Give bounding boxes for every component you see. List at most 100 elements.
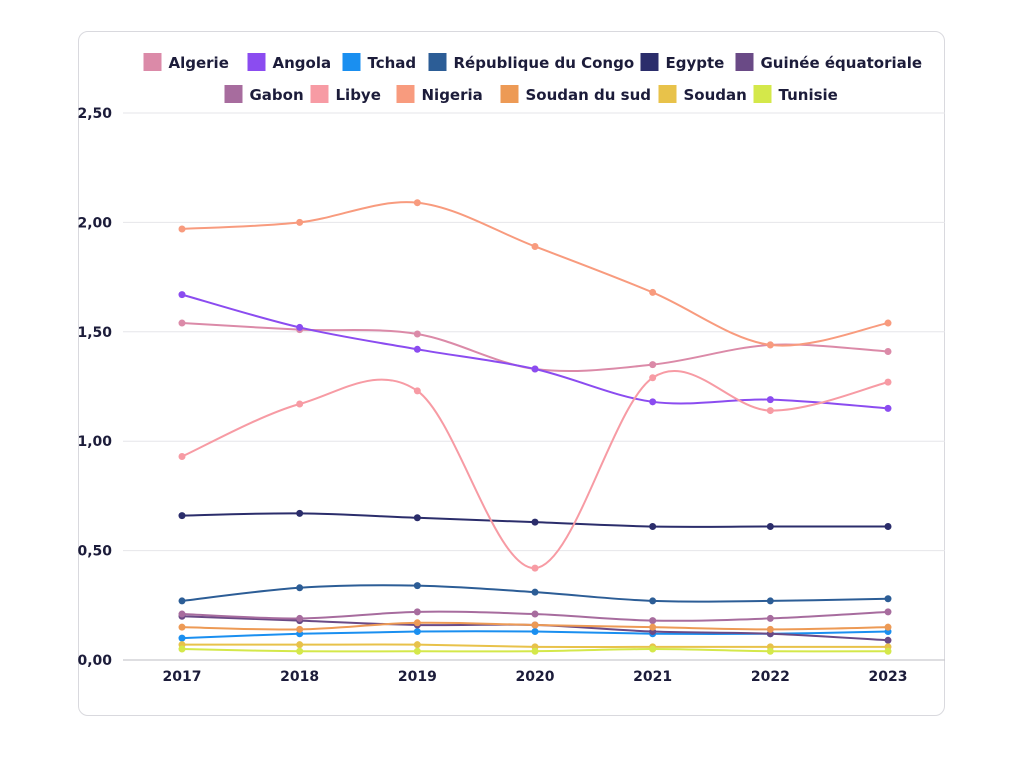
data-point-angola-2018[interactable] [296,323,304,331]
data-point-gabon-2018[interactable] [296,614,304,622]
legend-item-algerie[interactable]: Algerie [143,53,229,72]
series-republique-du-congo [178,582,892,605]
data-point-nigeria-2022[interactable] [766,341,774,349]
legend-label: Tchad [368,54,417,72]
series-nigeria [178,199,892,349]
y-tick-label: 1,00 [77,434,112,450]
data-point-tunisie-2017[interactable] [178,645,186,653]
legend-swatch [428,53,447,71]
data-point-republique-du-congo-2020[interactable] [531,588,539,596]
y-tick-label: 0,00 [77,653,112,669]
data-point-egypte-2021[interactable] [649,523,657,531]
data-point-gabon-2022[interactable] [766,614,774,622]
data-point-guinee-equatoriale-2023[interactable] [884,636,892,644]
legend-swatch [640,53,659,71]
data-point-libye-2019[interactable] [413,387,421,395]
data-point-egypte-2020[interactable] [531,518,539,526]
x-tick-label: 2023 [869,669,908,685]
legend-item-guinee-equatoriale[interactable]: Guinée équatoriale [735,53,923,72]
data-point-soudan-du-sud-2018[interactable] [296,625,304,633]
legend-item-libye[interactable]: Libye [310,85,381,104]
data-point-soudan-du-sud-2020[interactable] [531,621,539,629]
x-tick-label: 2020 [516,669,555,685]
legend-item-republique-du-congo[interactable]: République du Congo [428,53,635,72]
data-point-libye-2020[interactable] [531,564,539,572]
data-point-egypte-2017[interactable] [178,512,186,520]
data-point-republique-du-congo-2017[interactable] [178,597,186,605]
legend-swatch [342,53,361,71]
data-point-gabon-2021[interactable] [649,617,657,625]
data-point-libye-2022[interactable] [766,407,774,415]
data-point-gabon-2020[interactable] [531,610,539,618]
data-point-algerie-2023[interactable] [884,347,892,355]
data-point-tunisie-2022[interactable] [766,647,774,655]
data-point-nigeria-2019[interactable] [413,199,421,207]
data-point-libye-2017[interactable] [178,453,186,461]
legend-label: Libye [336,86,381,104]
legend-label: Guinée équatoriale [761,54,923,72]
legend-label: Soudan [684,86,747,104]
data-point-tunisie-2018[interactable] [296,647,304,655]
data-point-soudan-du-sud-2022[interactable] [766,625,774,633]
data-point-angola-2017[interactable] [178,291,186,299]
data-point-republique-du-congo-2021[interactable] [649,597,657,605]
data-point-soudan-du-sud-2023[interactable] [884,623,892,631]
data-point-algerie-2019[interactable] [413,330,421,338]
data-point-nigeria-2017[interactable] [178,225,186,233]
data-point-egypte-2019[interactable] [413,514,421,522]
data-point-nigeria-2020[interactable] [531,242,539,250]
data-point-angola-2023[interactable] [884,404,892,412]
legend-swatch [247,53,266,71]
legend-item-tunisie[interactable]: Tunisie [753,85,838,104]
legend-item-gabon[interactable]: Gabon [224,85,304,104]
data-point-tunisie-2019[interactable] [413,647,421,655]
legend-item-soudan[interactable]: Soudan [658,85,747,104]
data-point-libye-2018[interactable] [296,400,304,408]
data-point-egypte-2022[interactable] [766,523,774,531]
data-point-algerie-2017[interactable] [178,319,186,327]
data-point-tunisie-2023[interactable] [884,647,892,655]
data-point-soudan-du-sud-2017[interactable] [178,623,186,631]
data-point-soudan-du-sud-2021[interactable] [649,623,657,631]
series-tunisie [178,645,892,655]
legend-swatch [735,53,754,71]
data-point-gabon-2023[interactable] [884,608,892,616]
legend-label: Gabon [250,86,304,104]
data-point-gabon-2019[interactable] [413,608,421,616]
legend-item-egypte[interactable]: Egypte [640,53,725,72]
data-point-libye-2021[interactable] [649,374,657,382]
data-point-algerie-2021[interactable] [649,361,657,369]
data-point-egypte-2018[interactable] [296,509,304,517]
data-point-nigeria-2021[interactable] [649,288,657,296]
data-point-angola-2020[interactable] [531,365,539,373]
data-point-gabon-2017[interactable] [178,610,186,618]
data-point-republique-du-congo-2018[interactable] [296,584,304,592]
data-point-angola-2022[interactable] [766,396,774,404]
legend-item-tchad[interactable]: Tchad [342,53,417,72]
data-point-angola-2019[interactable] [413,345,421,353]
legend-label: Tunisie [779,86,838,104]
data-point-egypte-2023[interactable] [884,523,892,531]
data-point-soudan-du-sud-2019[interactable] [413,619,421,627]
data-point-libye-2023[interactable] [884,378,892,386]
data-point-nigeria-2018[interactable] [296,218,304,226]
data-point-republique-du-congo-2023[interactable] [884,595,892,603]
data-point-republique-du-congo-2019[interactable] [413,582,421,590]
legend-item-soudan-du-sud[interactable]: Soudan du sud [500,85,652,104]
data-point-tchad-2020[interactable] [531,628,539,636]
data-point-tchad-2017[interactable] [178,634,186,642]
legend-swatch [143,53,162,71]
y-tick-label: 2,50 [77,106,112,122]
data-point-nigeria-2023[interactable] [884,319,892,327]
data-point-tchad-2019[interactable] [413,628,421,636]
x-tick-label: 2017 [163,669,202,685]
data-point-tunisie-2021[interactable] [649,645,657,653]
legend-item-nigeria[interactable]: Nigeria [396,85,483,104]
data-point-tunisie-2020[interactable] [531,647,539,655]
y-tick-label: 0,50 [77,544,112,560]
data-point-soudan-2019[interactable] [413,641,421,649]
data-point-angola-2021[interactable] [649,398,657,406]
data-point-soudan-2018[interactable] [296,641,304,649]
data-point-republique-du-congo-2022[interactable] [766,597,774,605]
legend-item-angola[interactable]: Angola [247,53,332,72]
